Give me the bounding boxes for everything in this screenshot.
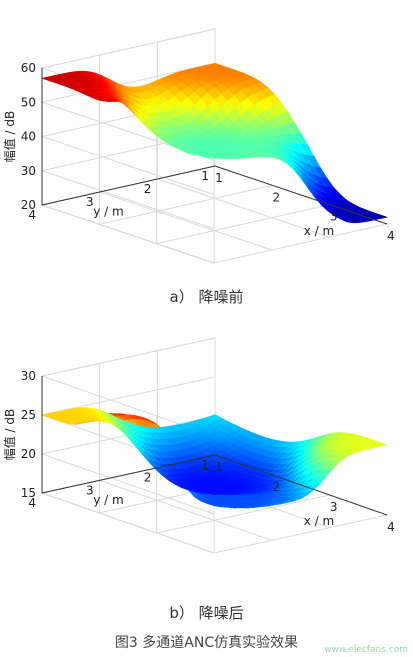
- x-tick-label: 1: [215, 171, 223, 185]
- y-tick-label: 3: [86, 195, 94, 209]
- y-axis-line: [41, 165, 216, 206]
- z-tick-label: 15: [21, 486, 36, 500]
- y-tick-label: 2: [144, 471, 152, 485]
- z-tick-label: 30: [21, 164, 36, 178]
- surface-mesh: [40, 62, 389, 224]
- z-tick-label: 25: [21, 408, 36, 422]
- z-tick-label: 60: [21, 61, 36, 75]
- z-tick-label: 50: [21, 95, 36, 109]
- y-axis-line: [41, 454, 216, 494]
- z-tick-label: 20: [21, 447, 36, 461]
- x-tick-label: 2: [273, 480, 281, 494]
- caption-b: b） 降噪后: [169, 604, 244, 622]
- x-tick-label: 3: [330, 210, 338, 224]
- x-axis-label: x / m: [304, 224, 334, 238]
- surface-patch: [372, 214, 389, 219]
- z-tick-label: 30: [21, 369, 36, 383]
- y-tick-label: 1: [201, 169, 209, 183]
- y-axis-label: y / m: [93, 493, 123, 507]
- x-tick-label: 4: [387, 520, 395, 534]
- y-tick-label: 2: [144, 182, 152, 196]
- surface-mesh: [40, 407, 389, 509]
- x-axis-line: [214, 165, 388, 225]
- x-tick-label: 1: [215, 460, 223, 474]
- y-tick-label: 4: [28, 496, 36, 510]
- z-tick-label: 20: [21, 198, 36, 212]
- surface-patch: [372, 442, 389, 447]
- z-axis-label: 幅值 / dB: [2, 409, 17, 461]
- figure-title: 图3 多通道ANC仿真实验效果: [114, 635, 299, 651]
- watermark: www.elecfans.com: [324, 645, 408, 655]
- caption-a: a） 降噪前: [169, 288, 244, 306]
- y-axis-label: y / m: [93, 205, 123, 219]
- x-tick-label: 2: [273, 190, 281, 204]
- x-tick-label: 3: [330, 500, 338, 514]
- x-axis-label: x / m: [304, 514, 334, 528]
- x-tick-label: 4: [387, 229, 395, 243]
- y-tick-label: 3: [86, 483, 94, 497]
- x-axis-line: [214, 454, 388, 516]
- z-tick-label: 40: [21, 130, 36, 144]
- z-axis-label: 幅值 / dB: [2, 111, 17, 163]
- y-tick-label: 4: [28, 208, 36, 222]
- y-tick-label: 1: [201, 458, 209, 472]
